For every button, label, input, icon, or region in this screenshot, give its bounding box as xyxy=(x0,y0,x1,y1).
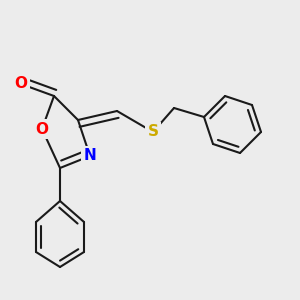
Text: O: O xyxy=(35,122,49,136)
Text: N: N xyxy=(84,148,96,164)
Text: O: O xyxy=(14,76,28,92)
Text: S: S xyxy=(148,124,158,140)
